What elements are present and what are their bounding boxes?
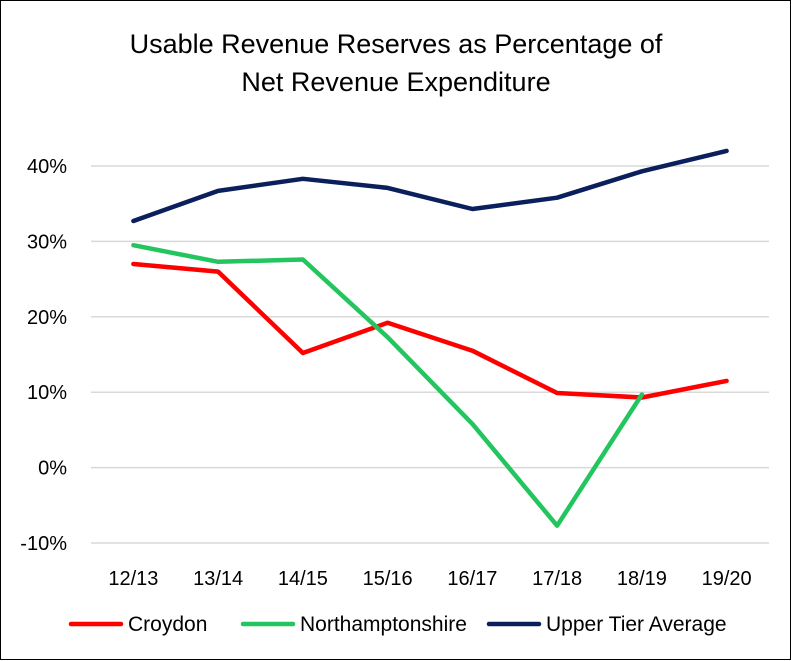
x-tick-label: 19/20: [702, 568, 752, 590]
x-tick-label: 17/18: [532, 568, 582, 590]
y-tick-label: 10%: [27, 382, 67, 404]
x-tick-label: 16/17: [447, 568, 497, 590]
y-axis-ticks: -10% 0% 10% 20% 30% 40%: [20, 156, 67, 555]
legend-label-upper-tier-average: Upper Tier Average: [546, 613, 727, 636]
y-tick-label: 40%: [27, 156, 67, 178]
legend-label-croydon: Croydon: [128, 613, 207, 636]
chart-title-line-1: Usable Revenue Reserves as Percentage of: [130, 29, 663, 59]
x-tick-label: 14/15: [278, 568, 328, 590]
x-tick-label: 12/13: [108, 568, 158, 590]
gridlines: [91, 165, 769, 544]
x-tick-label: 18/19: [617, 568, 667, 590]
series-line-northamptonshire: [131, 242, 645, 528]
y-tick-label: 0%: [38, 458, 67, 480]
legend: Croydon Northamptonshire Upper Tier Averag…: [68, 613, 727, 636]
y-tick-label: 30%: [27, 231, 67, 253]
x-tick-label: 13/14: [193, 568, 243, 590]
x-axis-ticks: 12/13 13/14 14/15 15/16 16/17 17/18 18/19 19/20: [108, 568, 751, 590]
series-line-croydon: [131, 261, 729, 400]
y-tick-label: -10%: [20, 533, 67, 555]
series-line-upper-tier-average: [131, 148, 729, 224]
legend-label-northamptonshire: Northamptonshire: [300, 613, 467, 636]
y-tick-label: 20%: [27, 307, 67, 329]
x-tick-label: 15/16: [363, 568, 413, 590]
series-lines: [131, 148, 729, 528]
chart-title-line-2: Net Revenue Expenditure: [241, 67, 550, 97]
